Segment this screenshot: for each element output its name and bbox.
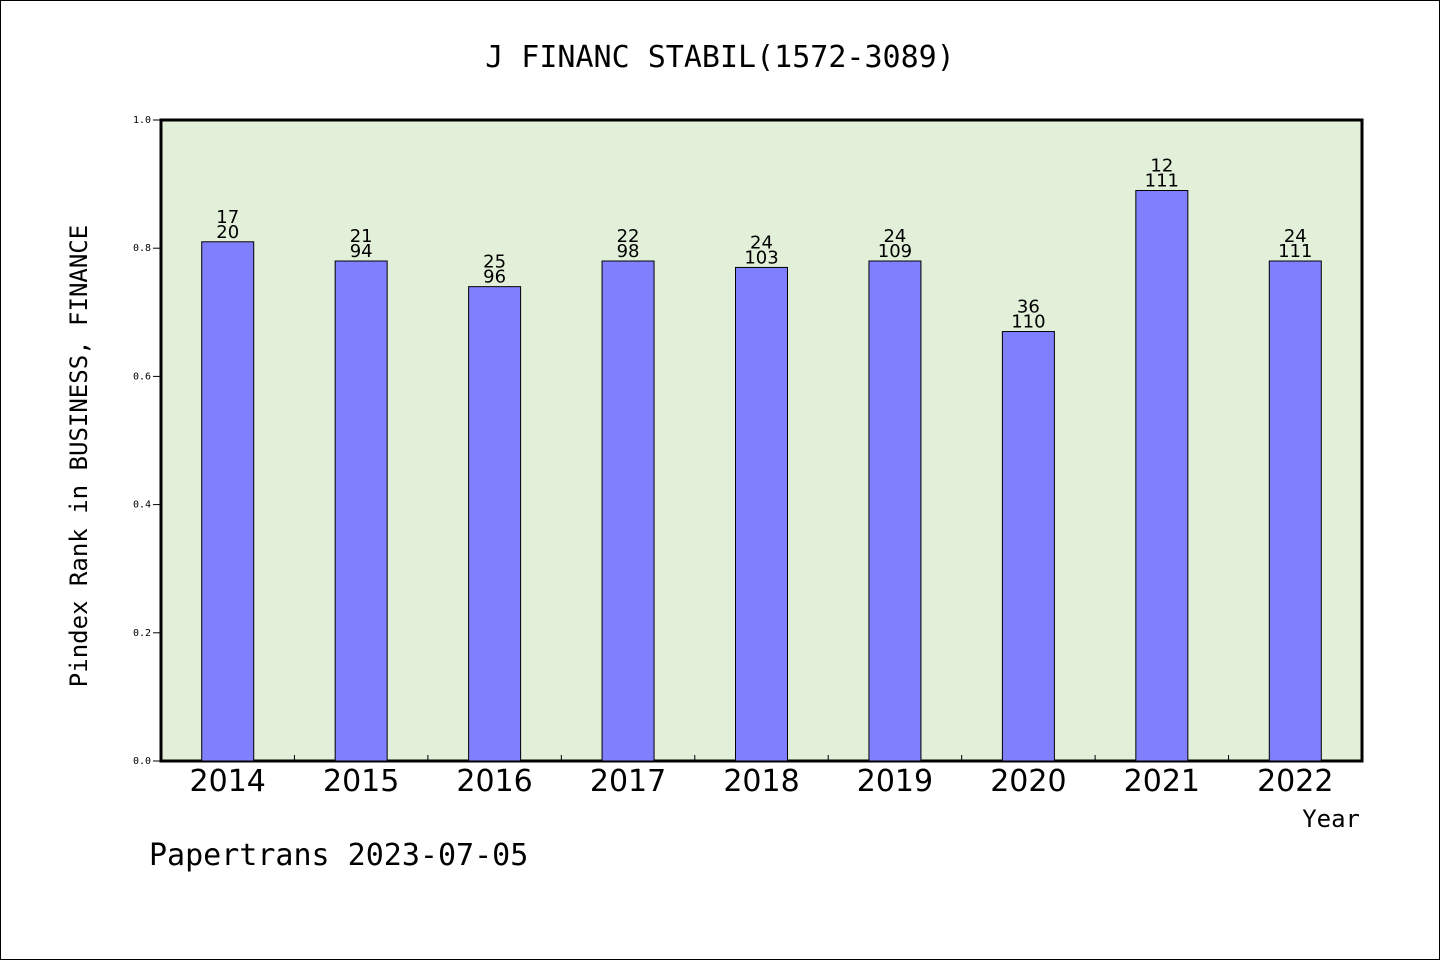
data-label-bottom: 111 xyxy=(1278,241,1312,262)
data-label-bottom: 109 xyxy=(878,241,912,262)
y-tick-label: 0.6 xyxy=(133,371,151,382)
bar-2016 xyxy=(468,286,522,762)
y-axis: 0.0 0.2 0.4 0.6 0.8 1.0 xyxy=(133,115,161,767)
y-tick-label: 1.0 xyxy=(133,115,151,126)
bar-2017 xyxy=(601,260,655,762)
y-tick-label: 0.8 xyxy=(133,243,151,254)
y-tick-label: 0.4 xyxy=(133,500,151,511)
bar-2018 xyxy=(735,266,788,762)
data-label-top: 21 xyxy=(350,226,373,247)
bar-2021 xyxy=(1135,190,1189,762)
x-axis-label: Year xyxy=(1302,805,1360,833)
bar-2014 xyxy=(201,241,255,762)
data-label-bottom: 94 xyxy=(350,241,373,262)
data-label-top: 22 xyxy=(617,226,640,247)
data-label-top: 24 xyxy=(883,226,906,247)
x-tick-label: 2017 xyxy=(590,764,666,799)
data-label-top: 17 xyxy=(216,207,239,228)
data-label-bottom: 96 xyxy=(483,267,506,288)
bar-series xyxy=(201,190,1322,762)
x-tick-label: 2018 xyxy=(723,764,799,799)
data-label-bottom: 98 xyxy=(617,241,640,262)
bar-2022 xyxy=(1268,260,1322,762)
data-label-top: 25 xyxy=(483,252,506,273)
y-tick-label: 0.2 xyxy=(133,628,151,639)
y-tick-label: 0.0 xyxy=(133,756,151,767)
y-axis-label: Pindex Rank in BUSINESS, FINANCE xyxy=(65,225,93,687)
bar-2019 xyxy=(868,260,922,762)
bar-2020 xyxy=(1001,331,1055,762)
bar-2015 xyxy=(334,260,388,762)
data-label-bottom: 111 xyxy=(1145,171,1179,192)
x-tick-label: 2015 xyxy=(323,764,399,799)
data-label-top: 24 xyxy=(750,232,773,253)
data-label-top: 12 xyxy=(1150,156,1173,177)
footer-text: Papertrans 2023-07-05 xyxy=(149,838,528,873)
x-tick-label: 2020 xyxy=(990,764,1066,799)
x-tick-label: 2021 xyxy=(1124,764,1200,799)
data-label-top: 24 xyxy=(1284,226,1307,247)
x-tick-label: 2016 xyxy=(456,764,532,799)
x-tick-label: 2022 xyxy=(1257,764,1333,799)
data-label-bottom: 110 xyxy=(1011,312,1045,333)
data-label-top: 36 xyxy=(1017,297,1040,318)
x-tick-label: 2019 xyxy=(857,764,933,799)
data-label-bottom: 103 xyxy=(744,247,778,268)
data-label-bottom: 20 xyxy=(216,222,239,243)
x-tick-label: 2014 xyxy=(190,764,266,799)
x-axis: 2014 2015 2016 2017 2018 2019 2020 2021 2022 xyxy=(190,755,1333,799)
chart-title: J FINANC STABIL(1572-3089) xyxy=(485,40,955,75)
